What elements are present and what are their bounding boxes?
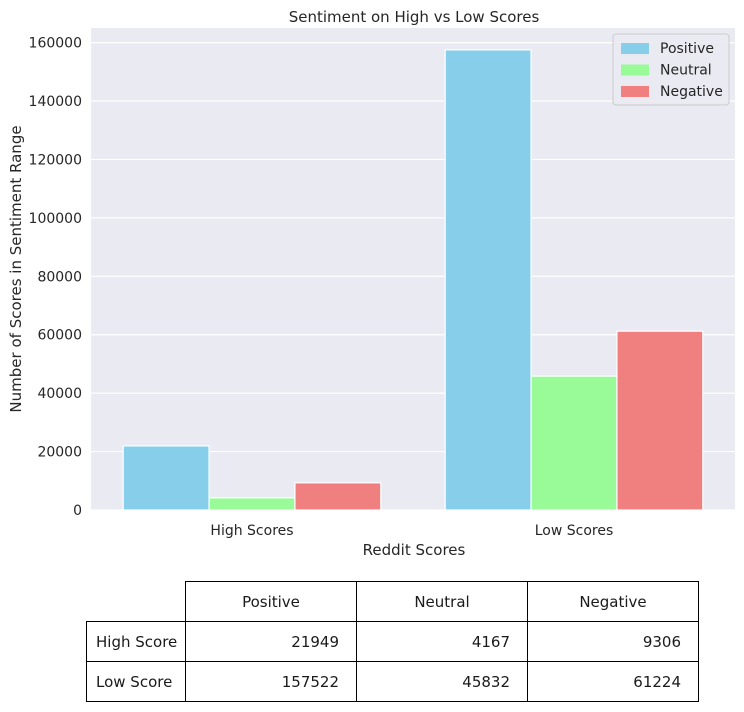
- x-tick-labels: High Scores Low Scores: [210, 523, 613, 539]
- table-row: Low Score 157522 45832 61224: [86, 661, 699, 702]
- bar-positive: [122, 445, 210, 511]
- legend-swatch: [621, 64, 649, 76]
- bar-neutral: [530, 375, 618, 511]
- table-cell: 157522: [185, 661, 357, 702]
- bar-negative: [616, 330, 704, 511]
- y-tick-label: 160000: [29, 36, 82, 52]
- table-col-header-negative: Negative: [527, 581, 699, 622]
- y-tick-labels: 0 20000 40000 60000 80000 100000 120000 140000 1…: [29, 36, 82, 519]
- legend-swatch: [621, 43, 649, 54]
- y-tick-label: 0: [73, 503, 82, 519]
- legend-swatch: [621, 86, 649, 97]
- y-tick-label: 60000: [37, 328, 82, 344]
- table-row-header: High Score: [86, 621, 186, 662]
- legend-label: Negative: [660, 84, 723, 100]
- table-row-header: Low Score: [86, 661, 186, 702]
- legend-label: Positive: [660, 41, 714, 57]
- table-col-header-positive: Positive: [185, 581, 357, 622]
- table-header-row: Positive Neutral Negative: [86, 581, 699, 622]
- table-corner-cell: [86, 581, 186, 622]
- table-cell: 21949: [185, 621, 357, 662]
- table-cell: 45832: [356, 661, 528, 702]
- bar-neutral: [208, 497, 296, 511]
- y-tick-label: 100000: [29, 211, 82, 227]
- table-cell: 4167: [356, 621, 528, 662]
- data-table: Positive Neutral Negative High Score 219…: [86, 581, 699, 702]
- legend-label: Neutral: [660, 63, 712, 79]
- y-tick-label: 80000: [37, 269, 82, 285]
- y-tick-label: 120000: [29, 152, 82, 168]
- bars: [122, 49, 704, 511]
- y-tick-label: 40000: [37, 386, 82, 402]
- bar-positive: [444, 49, 532, 511]
- table-row: High Score 21949 4167 9306: [86, 621, 699, 662]
- x-tick-label: High Scores: [210, 523, 293, 539]
- bar-chart: 0 20000 40000 60000 80000 100000 120000 140000 1…: [7, 8, 735, 559]
- y-axis-label: Number of Scores in Sentiment Range: [7, 125, 25, 412]
- table-cell: 61224: [527, 661, 699, 702]
- legend: Positive Neutral Negative: [612, 33, 730, 106]
- table-cell: 9306: [527, 621, 699, 662]
- x-tick-label: Low Scores: [535, 523, 614, 539]
- y-tick-label: 20000: [37, 445, 82, 461]
- x-axis-label: Reddit Scores: [363, 541, 466, 559]
- chart-title: Sentiment on High vs Low Scores: [289, 8, 540, 26]
- table-col-header-neutral: Neutral: [356, 581, 528, 622]
- y-tick-label: 140000: [29, 94, 82, 110]
- bar-negative: [294, 482, 382, 511]
